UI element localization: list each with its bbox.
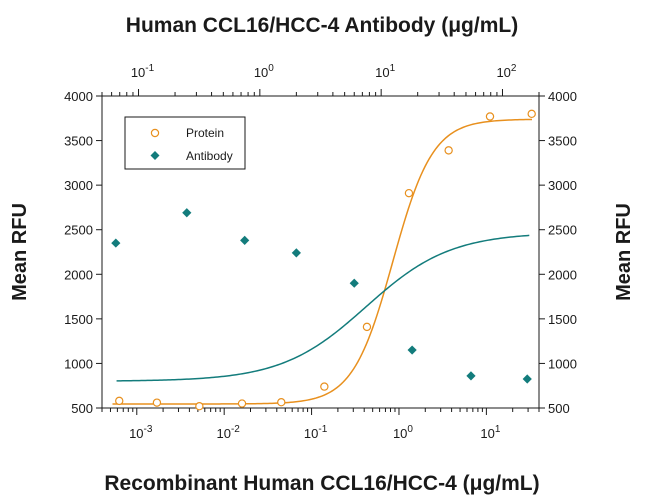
y-tick-label-right: 500	[548, 401, 570, 416]
antibody-point	[240, 235, 250, 246]
x-bottom-tick-label: 101	[480, 424, 500, 441]
x-bottom-tick-label: 10-3	[129, 424, 153, 441]
y-tick-label-left: 500	[71, 401, 93, 416]
x-top-tick-label: 100	[254, 63, 274, 80]
protein-point	[195, 402, 204, 411]
fit-curves	[112, 118, 533, 405]
legend-protein-marker	[150, 128, 160, 138]
y-tick-label-right: 1500	[548, 312, 577, 327]
y-tick-label-left: 4000	[64, 89, 93, 104]
legend: Protein Antibody	[124, 116, 246, 170]
y-tick-label-right: 4000	[548, 89, 577, 104]
y-tick-label-left: 1000	[64, 356, 93, 371]
y-tick-label-left: 3000	[64, 178, 93, 193]
protein-fit-curve	[112, 118, 533, 405]
antibody-fit-curve	[116, 234, 530, 382]
data-points	[111, 109, 536, 411]
y-axis-label-right: Mean RFU	[613, 203, 635, 301]
x-top-tick-label: 102	[496, 63, 516, 80]
antibody-point	[466, 371, 476, 381]
x-bottom-tick-label: 10-2	[216, 424, 240, 441]
chart-title: Human CCL16/HCC-4 Antibody (μg/mL)	[126, 14, 518, 37]
protein-point	[277, 398, 286, 407]
protein-point	[115, 396, 124, 406]
plot-frame	[101, 95, 540, 409]
y-tick-label-right: 2500	[548, 223, 577, 238]
protein-point	[485, 112, 495, 121]
y-tick-label-left: 2500	[64, 223, 93, 238]
protein-point	[527, 109, 536, 119]
protein-point	[444, 146, 453, 155]
legend-antibody-label: Antibody	[186, 149, 233, 163]
x-bottom-tick-label: 10-1	[304, 424, 328, 441]
antibody-point	[522, 374, 532, 384]
antibody-point	[182, 208, 192, 218]
protein-point	[237, 399, 247, 408]
y-tick-label-right: 3500	[548, 134, 577, 149]
antibody-point	[349, 278, 359, 288]
legend-protein-label: Protein	[186, 126, 224, 140]
protein-point	[362, 322, 372, 332]
protein-point	[404, 188, 414, 198]
antibody-point	[111, 238, 121, 248]
antibody-point	[291, 248, 301, 258]
x-axis-label: Recombinant Human CCL16/HCC-4 (μg/mL)	[104, 472, 539, 495]
axis-ticks: 500 500 1000 1000 1500 1500 2000 2000 2500 2500 30…	[64, 63, 577, 441]
legend-box	[124, 116, 246, 170]
y-tick-label-left: 3500	[64, 134, 93, 149]
y-tick-label-right: 2000	[548, 267, 577, 282]
protein-point	[152, 398, 162, 407]
x-top-tick-label: 101	[375, 63, 395, 80]
x-top-tick-label: 10-1	[131, 63, 155, 80]
legend-antibody-marker	[150, 151, 160, 160]
y-axis-label-left: Mean RFU	[9, 203, 31, 301]
protein-point	[320, 382, 329, 391]
y-tick-label-left: 2000	[64, 267, 93, 282]
y-tick-label-left: 1500	[64, 312, 93, 327]
y-tick-label-right: 1000	[548, 356, 577, 371]
y-tick-label-right: 3000	[548, 178, 577, 193]
x-bottom-tick-label: 100	[393, 424, 413, 441]
antibody-point	[407, 345, 417, 355]
